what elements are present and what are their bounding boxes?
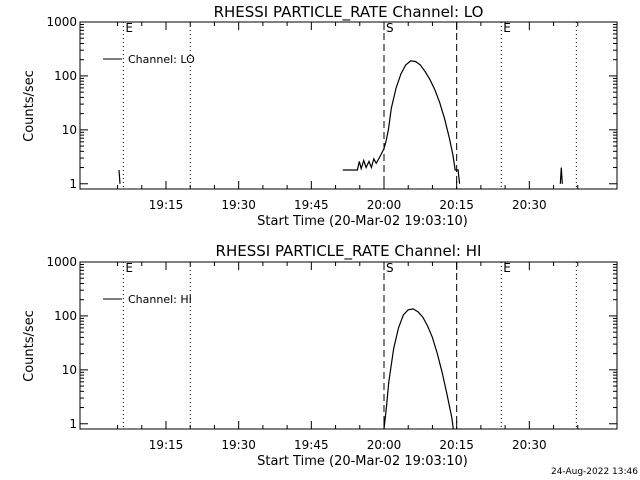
timestamp-footer: 24-Aug-2022 13:46	[551, 467, 638, 477]
y-tick-label: 1	[69, 177, 77, 191]
marker-label: E	[503, 261, 511, 275]
x-tick-label: 19:45	[294, 438, 329, 452]
data-series-line	[559, 167, 563, 184]
legend-label: Channel: HI	[128, 293, 192, 306]
y-tick-label: 1000	[46, 15, 77, 29]
x-tick-label: 20:00	[367, 438, 402, 452]
marker-label: S	[386, 261, 394, 275]
data-series-line	[118, 169, 121, 184]
chart-panel-1: RHESSI PARTICLE_RATE Channel: HI 1 10 100 10…	[22, 242, 618, 469]
x-tick-label: 19:30	[221, 438, 256, 452]
y-tick-label: 1	[69, 417, 77, 431]
marker-label: E	[125, 261, 133, 275]
data-series-line	[383, 308, 454, 429]
marker-label: E	[503, 21, 511, 35]
y-axis-title: Counts/sec	[22, 310, 37, 382]
plot-frame	[79, 261, 618, 430]
x-tick-label: 19:30	[221, 198, 256, 212]
marker-label: E	[125, 21, 133, 35]
y-tick-label: 100	[54, 309, 77, 323]
x-tick-label: 20:15	[439, 438, 474, 452]
data-series-line	[342, 60, 461, 184]
chart-title: RHESSI PARTICLE_RATE Channel: HI	[216, 242, 482, 261]
x-tick-label: 20:15	[439, 198, 474, 212]
marker-label: S	[386, 21, 394, 35]
y-tick-label: 10	[62, 123, 77, 137]
chart-panel-0: RHESSI PARTICLE_RATE Channel: LO 1 10 100 10…	[22, 3, 618, 229]
x-tick-label: 19:15	[149, 438, 184, 452]
x-tick-label: 20:30	[512, 438, 547, 452]
x-tick-label: 19:45	[294, 198, 329, 212]
x-axis-title: Start Time (20-Mar-02 19:03:10)	[257, 454, 468, 469]
x-tick-label: 20:30	[512, 198, 547, 212]
y-axis-title: Counts/sec	[22, 70, 37, 142]
x-tick-label: 19:15	[149, 198, 184, 212]
x-tick-label: 20:00	[367, 198, 402, 212]
legend-label: Channel: LO	[128, 53, 195, 66]
plot-frame	[79, 21, 618, 190]
y-tick-label: 100	[54, 69, 77, 83]
chart-title: RHESSI PARTICLE_RATE Channel: LO	[214, 3, 484, 22]
y-tick-label: 1000	[46, 255, 77, 269]
y-tick-label: 10	[62, 363, 77, 377]
x-axis-title: Start Time (20-Mar-02 19:03:10)	[257, 214, 468, 229]
